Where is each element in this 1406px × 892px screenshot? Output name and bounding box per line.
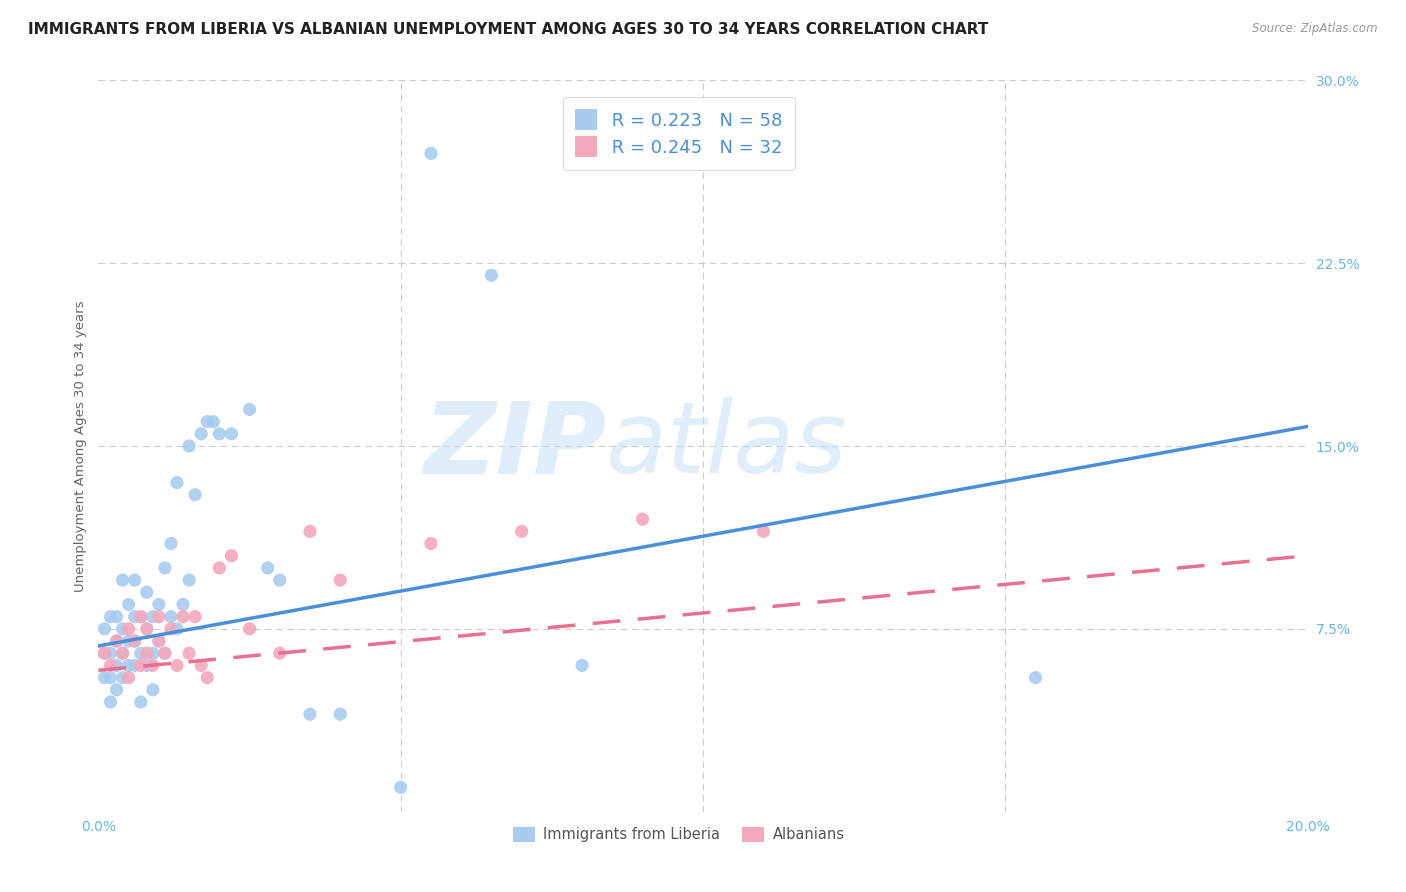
Point [135, 622, 157, 636]
Point [221, 426, 243, 441]
Point [420, 146, 443, 161]
Point [118, 634, 141, 648]
Point [135, 585, 157, 599]
Point [142, 646, 165, 660]
Point [269, 573, 291, 587]
Point [389, 780, 412, 795]
Point [1024, 671, 1046, 685]
Point [111, 671, 134, 685]
Legend: Immigrants from Liberia, Albanians: Immigrants from Liberia, Albanians [508, 821, 851, 848]
Point [269, 646, 291, 660]
Point [118, 598, 141, 612]
Point [148, 598, 170, 612]
Point [166, 475, 188, 490]
Point [93, 646, 115, 660]
Y-axis label: Unemployment Among Ages 30 to 34 years: Unemployment Among Ages 30 to 34 years [75, 301, 87, 591]
Point [118, 658, 141, 673]
Point [166, 658, 188, 673]
Point [135, 658, 157, 673]
Point [148, 609, 170, 624]
Point [148, 634, 170, 648]
Point [135, 646, 157, 660]
Point [129, 658, 152, 673]
Point [160, 609, 183, 624]
Point [142, 658, 165, 673]
Point [100, 646, 122, 660]
Point [100, 671, 122, 685]
Point [142, 609, 165, 624]
Point [118, 622, 141, 636]
Point [129, 609, 152, 624]
Point [124, 658, 146, 673]
Point [195, 671, 218, 685]
Point [100, 609, 122, 624]
Point [100, 658, 122, 673]
Point [105, 634, 128, 648]
Point [299, 707, 322, 722]
Point [105, 658, 128, 673]
Point [481, 268, 503, 283]
Point [124, 634, 146, 648]
Point [184, 609, 207, 624]
Point [208, 561, 231, 575]
Point [135, 622, 157, 636]
Point [208, 426, 231, 441]
Point [129, 646, 152, 660]
Text: ZIP: ZIP [423, 398, 606, 494]
Point [100, 695, 122, 709]
Point [93, 671, 115, 685]
Point [105, 682, 128, 697]
Point [221, 549, 243, 563]
Point [172, 609, 194, 624]
Point [190, 426, 212, 441]
Point [239, 622, 262, 636]
Point [202, 415, 225, 429]
Point [329, 573, 352, 587]
Point [179, 439, 201, 453]
Text: IMMIGRANTS FROM LIBERIA VS ALBANIAN UNEMPLOYMENT AMONG AGES 30 TO 34 YEARS CORRE: IMMIGRANTS FROM LIBERIA VS ALBANIAN UNEM… [28, 22, 988, 37]
Point [153, 561, 176, 575]
Point [111, 573, 134, 587]
Point [124, 609, 146, 624]
Point [153, 646, 176, 660]
Point [166, 622, 188, 636]
Point [148, 634, 170, 648]
Point [184, 488, 207, 502]
Point [179, 573, 201, 587]
Point [129, 609, 152, 624]
Point [105, 609, 128, 624]
Point [510, 524, 533, 539]
Point [195, 415, 218, 429]
Point [179, 646, 201, 660]
Point [571, 658, 593, 673]
Point [239, 402, 262, 417]
Point [142, 682, 165, 697]
Point [124, 573, 146, 587]
Point [420, 536, 443, 550]
Point [190, 658, 212, 673]
Point [111, 646, 134, 660]
Point [172, 598, 194, 612]
Text: Source: ZipAtlas.com: Source: ZipAtlas.com [1253, 22, 1378, 36]
Point [160, 536, 183, 550]
Point [299, 524, 322, 539]
Point [256, 561, 278, 575]
Point [93, 646, 115, 660]
Point [111, 622, 134, 636]
Point [129, 695, 152, 709]
Text: atlas: atlas [606, 398, 848, 494]
Point [105, 634, 128, 648]
Point [752, 524, 775, 539]
Point [631, 512, 654, 526]
Point [111, 646, 134, 660]
Point [160, 622, 183, 636]
Point [124, 634, 146, 648]
Point [118, 671, 141, 685]
Point [329, 707, 352, 722]
Point [153, 646, 176, 660]
Point [93, 622, 115, 636]
